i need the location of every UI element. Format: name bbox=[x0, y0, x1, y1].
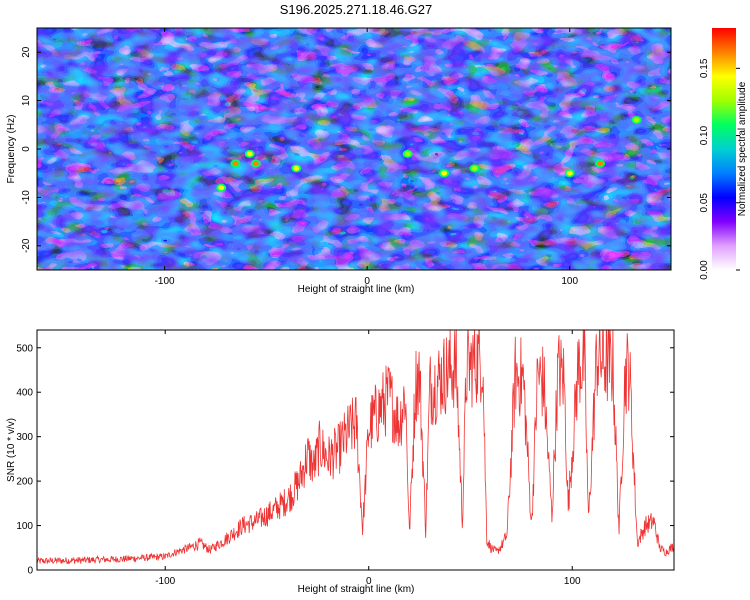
snr-y-tick-label: 300 bbox=[16, 432, 33, 443]
heatmap-y-tick-label: 20 bbox=[21, 46, 32, 58]
snr-x-label: Height of straight line (km) bbox=[298, 584, 415, 595]
snr-series-line bbox=[37, 330, 674, 565]
snr-frame bbox=[36, 329, 675, 571]
snr-x-tick-label: 0 bbox=[366, 576, 372, 587]
figure-title: S196.2025.271.18.46.G27 bbox=[280, 2, 433, 17]
colorbar-tick-label: 0.15 bbox=[699, 58, 710, 78]
heatmap-hotspot bbox=[471, 165, 478, 171]
heatmap-y-ticks: -20 -10 0 10 20 bbox=[21, 46, 671, 253]
snr-y-tick-label: 200 bbox=[16, 477, 33, 488]
heatmap-hotspot bbox=[633, 117, 640, 123]
heatmap-hotspot bbox=[252, 161, 259, 167]
heatmap-hotspot bbox=[246, 151, 253, 157]
heatmap-x-tick-label: 0 bbox=[364, 276, 370, 287]
heatmap-hotspot bbox=[566, 170, 573, 176]
heatmap-x-label: Height of straight line (km) bbox=[298, 284, 415, 295]
snr-plot-area bbox=[37, 330, 674, 570]
heatmap-y-tick-label: 0 bbox=[21, 146, 32, 152]
colorbar-tick-label: 0.10 bbox=[699, 125, 710, 145]
heatmap-noise bbox=[37, 28, 671, 270]
heatmap-y-tick-label: -20 bbox=[21, 238, 32, 253]
heatmap-x-tick-label: -100 bbox=[155, 276, 175, 287]
heatmap-hotspot bbox=[293, 165, 300, 171]
heatmap-hotspot bbox=[218, 185, 225, 191]
snr-y-tick-label: 100 bbox=[16, 521, 33, 532]
colorbar-ticks: 0.00 0.05 0.10 0.15 bbox=[699, 58, 740, 280]
colorbar-label: Normalized spectral amplitude bbox=[737, 81, 748, 216]
heatmap-hotspot bbox=[441, 170, 448, 176]
snr-y-tick-label: 0 bbox=[27, 566, 33, 577]
heatmap-y-tick-label: -10 bbox=[21, 190, 32, 205]
snr-y-tick-label: 400 bbox=[16, 388, 33, 399]
snr-y-label: SNR (10 * v/v) bbox=[6, 418, 17, 482]
snr-x-tick-label: -100 bbox=[155, 576, 175, 587]
snr-y-ticks: 0 100 200 300 400 500 bbox=[16, 343, 674, 577]
heatmap-x-tick-label: 100 bbox=[561, 276, 578, 287]
heatmap-hotspot bbox=[597, 161, 604, 167]
heatmap-x-ticks: -100 0 100 bbox=[155, 28, 579, 287]
snr-y-tick-label: 500 bbox=[16, 343, 33, 354]
snr-x-tick-label: 100 bbox=[564, 576, 581, 587]
colorbar-tick-label: 0.05 bbox=[699, 193, 710, 213]
colorbar-bar bbox=[712, 28, 736, 270]
heatmap-y-label: Frequency (Hz) bbox=[6, 115, 17, 184]
heatmap-hotspots bbox=[216, 115, 642, 192]
heatmap-y-tick-label: 10 bbox=[21, 95, 32, 107]
snr-x-ticks: -100 0 100 bbox=[155, 330, 581, 587]
heatmap-hotspot bbox=[404, 151, 411, 157]
snr-panel: -100 0 100 0 100 200 300 400 500 Height of stra… bbox=[6, 329, 675, 595]
heatmap-hotspot bbox=[232, 161, 239, 167]
colorbar-tick-label: 0.00 bbox=[699, 260, 710, 280]
colorbar: 0.00 0.05 0.10 0.15 Normalized spectral amp… bbox=[699, 28, 748, 280]
